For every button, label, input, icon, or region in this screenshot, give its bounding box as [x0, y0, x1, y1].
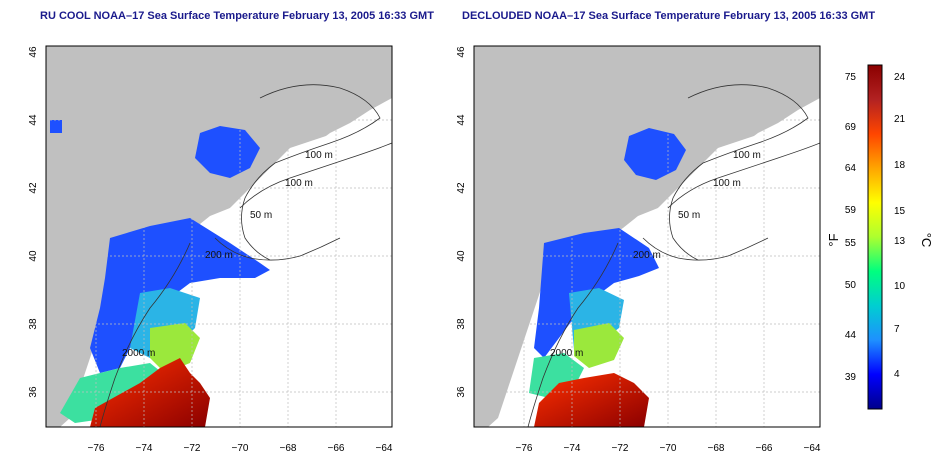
f-tick-label: 64: [845, 163, 857, 174]
contour-label: 100 m: [285, 178, 313, 189]
contour-label: 50 m: [250, 210, 272, 221]
sst-map-declouded: 100 m 100 m 50 m 200 m 2000 m −76 −74 −7…: [456, 45, 821, 454]
c-tick-label: 21: [894, 114, 906, 125]
land-mass: [46, 46, 392, 427]
contour-label: 200 m: [633, 250, 661, 261]
f-tick-label: 69: [845, 122, 857, 133]
c-tick-label: 10: [894, 281, 906, 292]
temperature-colorbar: 75 69 64 59 55 50 44 39 24 21 18 15 13 1…: [826, 64, 934, 410]
contour-label: 100 m: [305, 150, 333, 161]
x-tick-label: −74: [136, 443, 153, 454]
c-tick-label: 24: [894, 72, 906, 83]
y-tick-label: 40: [456, 250, 467, 262]
f-tick-label: 39: [845, 372, 857, 383]
c-tick-label: 15: [894, 206, 906, 217]
x-tick-label: −64: [376, 443, 393, 454]
colorbar-gradient: [867, 64, 883, 410]
y-tick-label: 42: [456, 182, 467, 194]
y-tick-label: 42: [28, 182, 39, 194]
f-tick-label: 50: [845, 280, 857, 291]
f-tick-label: 75: [845, 72, 857, 83]
land-mass: [474, 46, 820, 427]
x-tick-label: −66: [328, 443, 345, 454]
x-tick-label: −68: [280, 443, 297, 454]
x-tick-label: −68: [708, 443, 725, 454]
x-tick-label: −64: [804, 443, 821, 454]
sst-warm-water: [90, 358, 210, 427]
contour-label: 100 m: [733, 150, 761, 161]
y-tick-label: 44: [456, 114, 467, 126]
x-tick-label: −74: [564, 443, 581, 454]
contour-label: 2000 m: [550, 348, 583, 359]
panel-title-right: DECLOUDED NOAA–17 Sea Surface Temperatur…: [462, 10, 876, 22]
y-tick-label: 38: [28, 318, 39, 330]
x-tick-label: −72: [612, 443, 629, 454]
fahrenheit-unit-label: °F: [826, 233, 841, 246]
f-tick-label: 55: [845, 238, 857, 249]
c-tick-label: 13: [894, 236, 906, 247]
x-tick-label: −70: [660, 443, 677, 454]
celsius-unit-label: °C: [919, 233, 934, 248]
contour-label: 50 m: [678, 210, 700, 221]
contour-label: 200 m: [205, 250, 233, 261]
y-tick-label: 36: [456, 386, 467, 398]
panel-title-left: RU COOL NOAA–17 Sea Surface Temperature …: [40, 10, 434, 22]
f-tick-label: 59: [845, 205, 857, 216]
y-tick-label: 46: [28, 46, 39, 58]
x-tick-label: −66: [756, 443, 773, 454]
contour-label: 100 m: [713, 178, 741, 189]
x-tick-label: −76: [516, 443, 533, 454]
c-tick-label: 4: [894, 369, 900, 380]
y-tick-label: 46: [456, 46, 467, 58]
x-tick-label: −72: [184, 443, 201, 454]
f-tick-label: 44: [845, 330, 857, 341]
y-tick-label: 36: [28, 386, 39, 398]
sst-map-raw: 100 m 100 m 50 m 200 m 2000 m −76 −74 −7…: [28, 45, 393, 454]
contour-label: 2000 m: [122, 348, 155, 359]
x-tick-label: −70: [232, 443, 249, 454]
c-tick-label: 7: [894, 324, 900, 335]
x-tick-label: −76: [88, 443, 105, 454]
y-tick-label: 40: [28, 250, 39, 262]
c-tick-label: 18: [894, 160, 906, 171]
y-tick-label: 38: [456, 318, 467, 330]
y-tick-label: 44: [28, 114, 39, 126]
